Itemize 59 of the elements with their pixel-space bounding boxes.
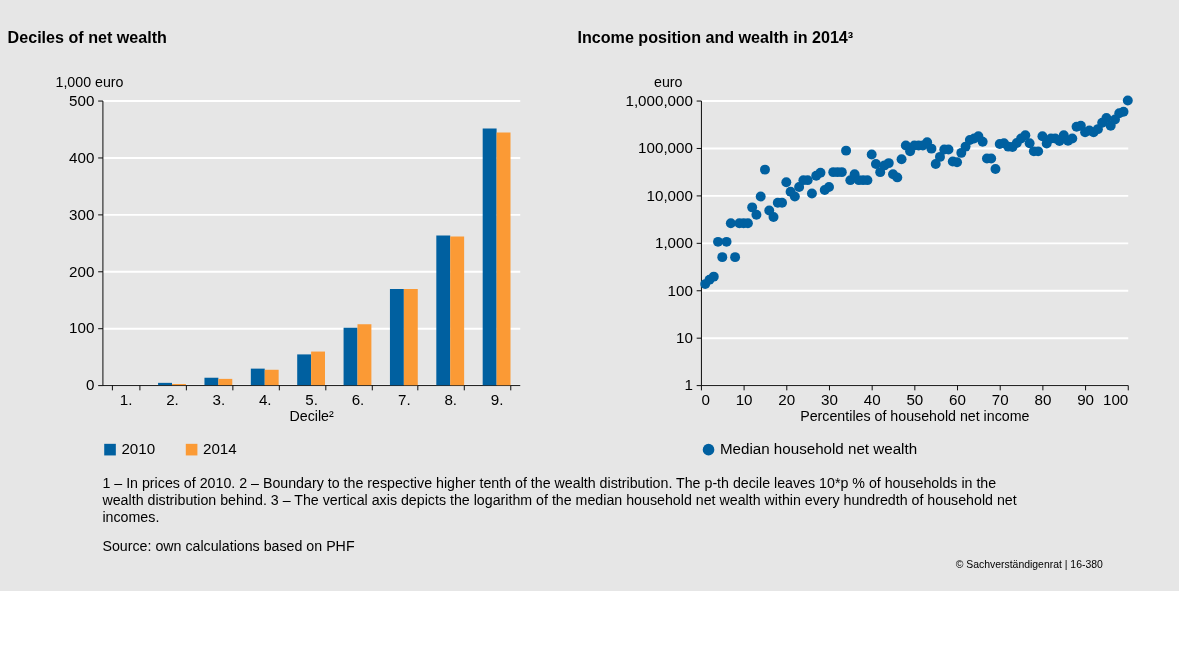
bar bbox=[311, 351, 326, 386]
y-tick-label: 10 bbox=[676, 328, 693, 346]
x-tick-label: 2. bbox=[166, 390, 179, 408]
x-tick-label: 0 bbox=[701, 390, 710, 408]
x-tick-label: 60 bbox=[949, 390, 966, 408]
text: © Sachverständigenrat | 16-380 bbox=[955, 559, 1104, 571]
text: 1 – In prices of 2010. 2 – Boundary to the respective higher tenth of the wealth distribution. The p-th decile leaves 10*p % of households in the wealth distribution behind. 3 – The vertical axis depicts the logarithm of the median household net wealth within every hundredth of household net incomes. bbox=[101, 474, 1017, 525]
y-tick-label: 500 bbox=[69, 91, 95, 109]
chart-title: Deciles of net wealth bbox=[7, 27, 167, 46]
x-tick-label: 20 bbox=[778, 390, 796, 408]
x-axis-title: Decile² bbox=[289, 407, 334, 424]
bar bbox=[389, 288, 404, 386]
bar bbox=[250, 368, 265, 386]
x-tick-label: 50 bbox=[906, 390, 924, 408]
bar bbox=[496, 132, 511, 386]
x-tick-label: 80 bbox=[1034, 390, 1052, 408]
bar bbox=[264, 369, 279, 386]
x-tick-label: 90 bbox=[1077, 390, 1094, 408]
bar bbox=[450, 236, 465, 386]
y-tick-label: 200 bbox=[69, 262, 95, 280]
bar bbox=[297, 354, 312, 386]
bar bbox=[204, 377, 219, 386]
bar bbox=[436, 235, 451, 386]
bar bbox=[403, 288, 418, 386]
legend-label: Median household net wealth bbox=[719, 440, 918, 458]
x-tick-label: 7. bbox=[398, 390, 411, 408]
x-tick-label: 100 bbox=[1102, 390, 1129, 408]
y-axis-title: euro bbox=[654, 73, 683, 90]
x-tick-label: 10 bbox=[735, 390, 753, 408]
x-tick-label: 30 bbox=[821, 390, 838, 408]
x-tick-label: 3. bbox=[212, 390, 226, 408]
x-tick-label: 1. bbox=[119, 390, 133, 408]
bar bbox=[357, 324, 372, 386]
bar bbox=[482, 128, 497, 386]
y-axis-title: 1,000 euro bbox=[55, 73, 124, 90]
source-note: Source: own calculations based on PHF bbox=[102, 537, 355, 554]
y-tick-label: 10,000 bbox=[646, 186, 693, 204]
chart-title: Income position and wealth in 2014³ bbox=[577, 27, 854, 46]
legend-label: 2010 bbox=[121, 440, 156, 458]
x-axis-title: Percentiles of household net income bbox=[800, 407, 1030, 424]
x-tick-label: 70 bbox=[991, 390, 1009, 408]
y-tick-label: 300 bbox=[69, 205, 95, 223]
x-tick-label: 4. bbox=[258, 390, 272, 408]
y-tick-label: 100,000 bbox=[638, 139, 693, 157]
bar bbox=[343, 327, 358, 386]
y-tick-label: 1,000,000 bbox=[625, 91, 693, 109]
x-tick-label: 5. bbox=[305, 390, 318, 408]
y-tick-label: 100 bbox=[667, 281, 693, 299]
bar bbox=[218, 378, 233, 386]
y-tick-label: 1 bbox=[684, 376, 693, 394]
y-tick-label: 100 bbox=[69, 319, 95, 337]
x-tick-label: 8. bbox=[444, 390, 458, 408]
x-tick-label: 9. bbox=[490, 390, 504, 408]
y-tick-label: 1,000 bbox=[654, 234, 693, 252]
y-tick-label: 400 bbox=[69, 148, 95, 166]
y-tick-label: 0 bbox=[85, 376, 95, 394]
x-tick-label: 40 bbox=[863, 390, 881, 408]
legend-label: 2014 bbox=[202, 440, 237, 458]
x-tick-label: 6. bbox=[351, 390, 365, 408]
